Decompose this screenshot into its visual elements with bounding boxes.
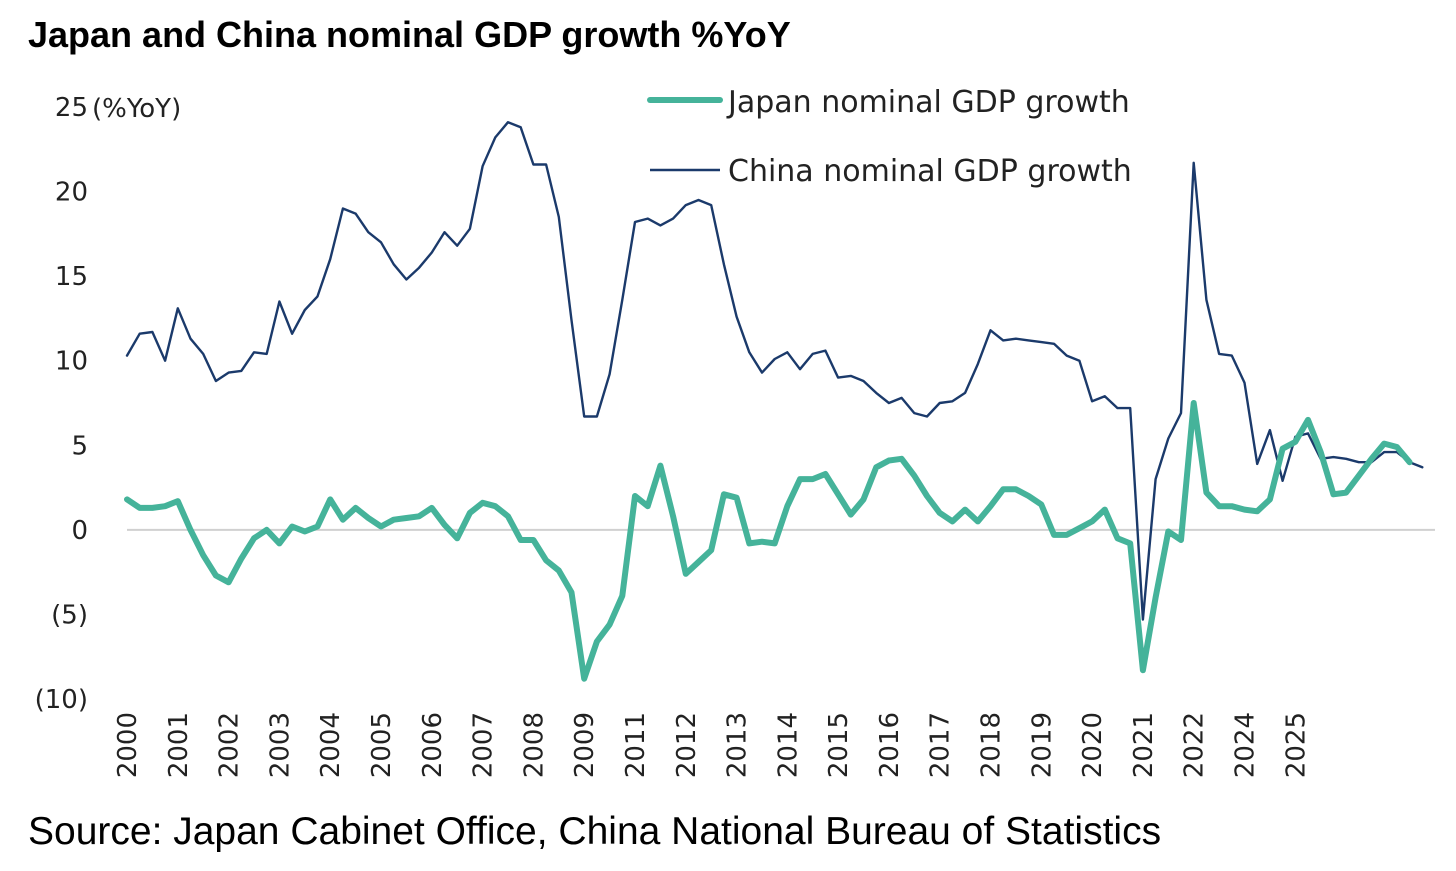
y-tick-label: 5 xyxy=(71,431,88,461)
x-tick-label: 2016 xyxy=(875,712,905,778)
y-tick-label: (10) xyxy=(35,685,88,715)
x-tick-label: 2001 xyxy=(164,712,194,778)
y-axis: 25 20 15 10 5 0 (5) (10) xyxy=(35,93,88,715)
x-tick-label: 2012 xyxy=(672,712,702,778)
legend-label-china: China nominal GDP growth xyxy=(728,154,1132,189)
legend-label-japan: Japan nominal GDP growth xyxy=(726,85,1130,120)
y-tick-label: 20 xyxy=(55,178,88,208)
x-axis: 2000 2001 2002 2003 2004 2005 2006 2007 2008 2009… xyxy=(113,712,1311,778)
y-tick-label: 25 xyxy=(55,93,88,123)
series-layer xyxy=(124,121,1424,682)
y-tick-label: 15 xyxy=(55,262,88,292)
x-tick-label: 2021 xyxy=(1129,712,1159,778)
x-tick-label: 2014 xyxy=(773,712,803,778)
x-tick-label: 2004 xyxy=(316,712,346,778)
x-tick-label: 2018 xyxy=(977,712,1007,778)
legend: Japan nominal GDP growth China nominal G… xyxy=(647,85,1132,189)
x-tick-label: 2009 xyxy=(570,712,600,778)
x-tick-label: 2002 xyxy=(215,712,245,778)
y-tick-label: (5) xyxy=(51,600,88,630)
y-tick-label: 10 xyxy=(55,347,88,377)
x-tick-label: 2020 xyxy=(1078,712,1108,778)
x-tick-label: 2011 xyxy=(621,712,651,778)
x-tick-label: 2003 xyxy=(265,712,295,778)
x-tick-label: 2013 xyxy=(723,712,753,778)
x-tick-label: 2006 xyxy=(418,712,448,778)
x-tick-label: 2008 xyxy=(519,712,549,778)
y-tick-label: 0 xyxy=(71,516,88,546)
chart-title: Japan and China nominal GDP growth %YoY xyxy=(28,14,791,55)
x-tick-label: 2000 xyxy=(113,712,143,778)
x-tick-label: 2007 xyxy=(469,712,499,778)
x-tick-label: 2019 xyxy=(1027,712,1057,778)
x-tick-label: 2005 xyxy=(367,712,397,778)
chart-source: Source: Japan Cabinet Office, China Nati… xyxy=(28,810,1162,853)
x-tick-label: 2024 xyxy=(1231,712,1261,778)
x-tick-label: 2015 xyxy=(824,712,854,778)
x-tick-label: 2017 xyxy=(926,712,956,778)
series-line-china xyxy=(125,121,1424,621)
series-line-japan xyxy=(124,400,1413,682)
y-axis-unit-label: (%YoY) xyxy=(92,94,181,124)
x-tick-label: 2025 xyxy=(1281,712,1311,778)
x-tick-label: 2022 xyxy=(1180,712,1210,778)
